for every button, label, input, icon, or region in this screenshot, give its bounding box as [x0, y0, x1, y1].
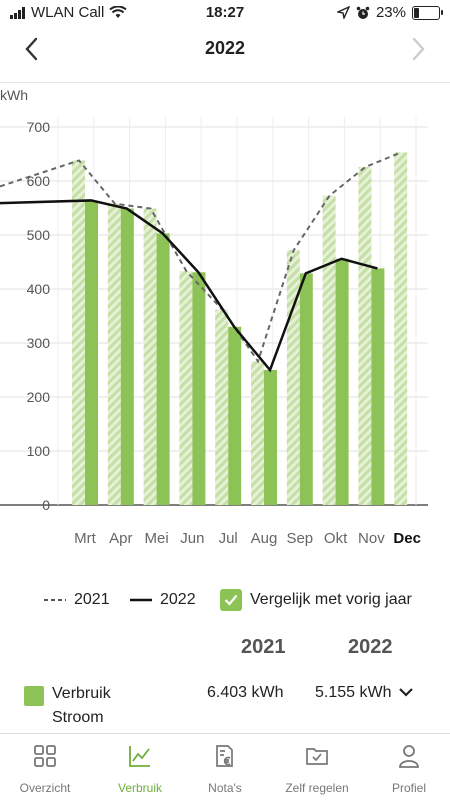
tab-label: Profiel	[391, 781, 426, 795]
clock: 18:27	[205, 4, 245, 21]
tab-label: Overzicht	[19, 781, 71, 795]
alarm-icon	[356, 6, 370, 19]
page-title: 2022	[204, 38, 246, 58]
summary-year-2021: 2021	[241, 636, 286, 658]
x-tick-label: Dec	[393, 530, 421, 547]
folder-check-icon	[306, 748, 328, 765]
bar-2022	[335, 258, 349, 505]
legend-2022: 2022	[130, 585, 196, 615]
y-tick-label: 400	[27, 281, 51, 297]
x-tick-label: Mei	[145, 530, 169, 547]
carrier-label: WLAN Call	[31, 4, 105, 21]
tab-verbruik[interactable]: Verbruik	[95, 734, 185, 801]
compare-checkbox[interactable]	[220, 589, 242, 611]
consumption-chart: kWh 700 600 500 400 300 200 100 0 Mrt Apr Mei Jun Jul…	[0, 87, 428, 547]
nav-header: 2022	[0, 26, 450, 83]
y-tick-label: 100	[27, 443, 51, 459]
chart-icon	[129, 746, 150, 767]
y-tick-label: 500	[27, 227, 51, 243]
bar-2022	[264, 370, 277, 505]
x-tick-label: Jun	[180, 530, 204, 547]
x-tick-label: Jul	[219, 530, 238, 547]
bar-2022	[85, 200, 98, 505]
tab-profiel[interactable]: Profiel	[364, 734, 450, 801]
usage-label-line1: Verbruik	[52, 685, 111, 702]
chart-legend: 2021 2022 Vergelijk met vorig jaar	[0, 585, 450, 615]
bar-2021	[215, 309, 229, 505]
back-chevron-icon[interactable]	[20, 36, 44, 62]
legend-2021: 2021	[44, 585, 110, 615]
bar-2022	[228, 326, 242, 505]
compare-toggle[interactable]: Vergelijk met vorig jaar	[220, 585, 412, 615]
y-tick-label: 300	[27, 335, 51, 351]
y-tick-label: 0	[42, 497, 50, 513]
bar-2021	[251, 361, 264, 505]
usage-value-2022: 5.155 kWh	[315, 684, 392, 701]
battery-icon	[412, 5, 443, 20]
bar-2021	[72, 160, 85, 505]
location-icon	[336, 6, 350, 19]
grid-icon	[34, 745, 56, 767]
y-tick-label: 200	[27, 389, 51, 405]
person-icon	[399, 745, 419, 768]
wifi-icon	[109, 6, 128, 18]
summary-year-2022: 2022	[348, 636, 393, 658]
tab-bar: Overzicht Verbruik Nota's Zelf regelen P…	[0, 733, 450, 801]
y-tick-label: 700	[27, 119, 51, 135]
bar-2022	[156, 233, 170, 505]
bar-2021	[358, 166, 372, 505]
solid-line-icon	[130, 598, 152, 602]
usage-label: Verbruik Stroom	[52, 682, 111, 730]
tab-zelf-regelen[interactable]: Zelf regelen	[272, 734, 362, 801]
status-bar: WLAN Call 18:27 23%	[0, 0, 450, 26]
y-axis-unit: kWh	[0, 87, 28, 103]
x-tick-label: Mrt	[74, 530, 96, 547]
bar-2022	[371, 268, 385, 505]
usage-value-2021: 6.403 kWh	[207, 684, 284, 701]
x-tick-label: Aug	[251, 530, 278, 547]
x-tick-label: Nov	[358, 530, 385, 547]
x-tick-label: Apr	[109, 530, 132, 547]
usage-row-stroom[interactable]: Verbruik Stroom 6.403 kWh 5.155 kWh	[0, 680, 450, 730]
line-2022	[0, 199, 378, 373]
tab-notas[interactable]: Nota's	[180, 734, 270, 801]
x-tick-label: Okt	[324, 530, 348, 547]
tab-label: Nota's	[208, 781, 242, 795]
bar-2021	[143, 208, 157, 505]
check-icon	[224, 594, 238, 606]
chevron-down-icon[interactable]	[398, 686, 414, 698]
tab-label: Zelf regelen	[285, 781, 349, 795]
tab-overzicht[interactable]: Overzicht	[0, 734, 90, 801]
dashed-line-icon	[44, 599, 66, 601]
bar-2021	[107, 203, 121, 505]
tab-label: Verbruik	[117, 781, 163, 795]
x-tick-label: Sep	[286, 530, 313, 547]
usage-label-line2: Stroom	[52, 709, 104, 726]
stroom-swatch	[24, 686, 44, 706]
legend-2022-label: 2022	[160, 591, 196, 608]
legend-2021-label: 2021	[74, 591, 110, 608]
bar-2021	[322, 195, 336, 505]
bar-2021	[394, 152, 408, 505]
bar-2022	[192, 272, 206, 505]
forward-chevron-icon[interactable]	[406, 36, 430, 62]
signal-icon	[10, 6, 25, 19]
battery-percent: 23%	[375, 4, 406, 21]
invoice-icon	[216, 745, 233, 767]
y-tick-label: 600	[27, 173, 51, 189]
compare-label: Vergelijk met vorig jaar	[250, 591, 412, 608]
bar-2021	[286, 250, 300, 505]
bar-2021	[179, 271, 193, 505]
bar-2022	[299, 273, 313, 505]
bar-2022	[120, 208, 134, 505]
